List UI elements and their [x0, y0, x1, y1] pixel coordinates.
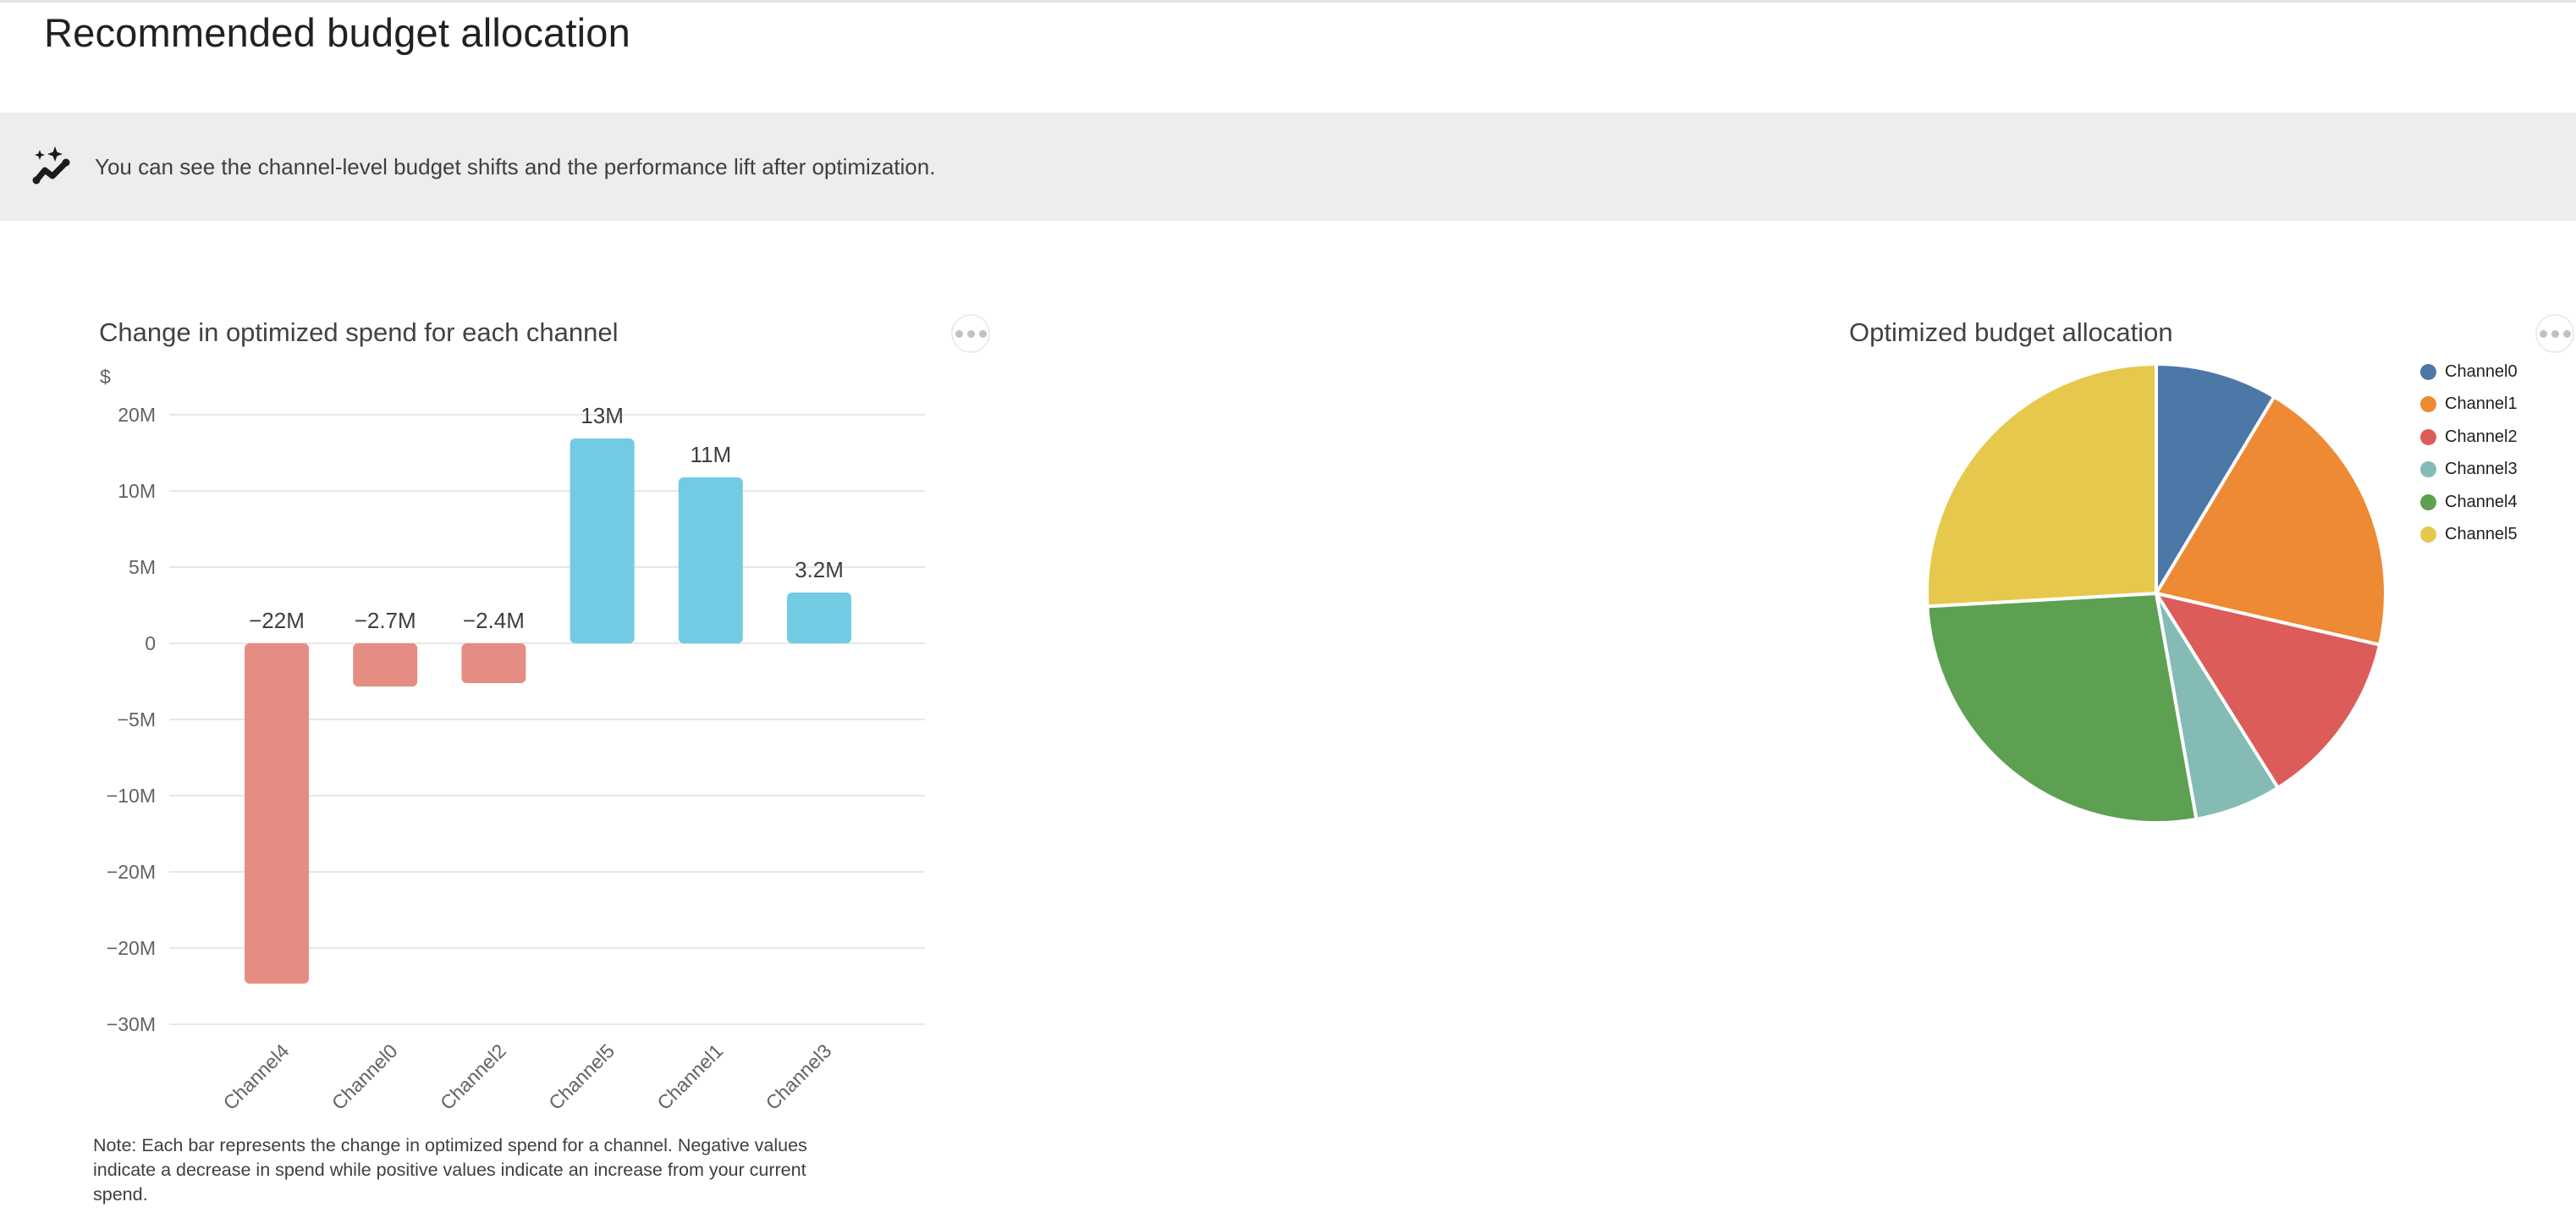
legend-label: Channel2 [2445, 427, 2518, 446]
legend-swatch-icon [2420, 428, 2436, 445]
legend-item-channel3: Channel3 [2420, 460, 2518, 480]
dot-icon [2562, 329, 2571, 338]
dot-icon [2551, 329, 2559, 338]
y-tick-label: 5M [129, 556, 156, 578]
auto-graph-icon [32, 146, 71, 187]
page-title: Recommended budget allocation [44, 10, 630, 55]
bar-value-label: −22M [249, 608, 305, 633]
bar-channel5 [570, 438, 635, 643]
pie-slice-channel3 [2155, 592, 2280, 821]
y-tick-label: −20M [107, 861, 156, 883]
dot-icon [978, 329, 987, 338]
legend-swatch-icon [2420, 527, 2436, 543]
info-banner: You can see the channel-level budget shi… [0, 113, 2576, 221]
x-tick-label: Channel0 [328, 1039, 402, 1114]
y-tick-label: 0 [145, 632, 156, 654]
dot-icon [2539, 329, 2547, 338]
dot-icon [966, 329, 975, 338]
legend-swatch-icon [2420, 461, 2436, 477]
x-tick-label: Channel2 [436, 1039, 510, 1114]
x-tick-label: Channel5 [544, 1039, 619, 1114]
bar-channel3 [787, 593, 851, 643]
bar-channel0 [353, 643, 418, 686]
legend-label: Channel4 [2445, 492, 2518, 511]
pie-slice-channel0 [2155, 362, 2276, 595]
legend-swatch-icon [2420, 363, 2436, 380]
pie-slice-channel4 [1925, 592, 2199, 824]
bar-value-label: −2.7M [355, 608, 416, 633]
x-tick-label: Channel1 [652, 1039, 727, 1114]
legend-item-channel2: Channel2 [2420, 427, 2518, 447]
bar-chart-note: Note: Each bar represents the change in … [93, 1135, 807, 1205]
y-tick-label: −10M [107, 785, 156, 807]
bar-value-label: 3.2M [795, 557, 844, 582]
pie-slice-channel2 [2155, 592, 2382, 790]
legend-item-channel1: Channel1 [2420, 394, 2518, 415]
legend-label: Channel1 [2445, 394, 2518, 413]
pie-slice-channel1 [2155, 394, 2387, 647]
legend-item-channel4: Channel4 [2420, 492, 2518, 512]
y-tick-label: 20M [118, 404, 156, 426]
pie-chart-more-options-button[interactable] [2535, 314, 2574, 353]
bar-value-label: 11M [690, 442, 731, 467]
x-tick-label: Channel4 [219, 1039, 294, 1114]
bar-value-label: 13M [581, 403, 624, 428]
legend-label: Channel0 [2445, 361, 2518, 381]
legend-swatch-icon [2420, 493, 2436, 510]
bar-channel4 [245, 643, 309, 984]
banner-text: You can see the channel-level budget shi… [95, 153, 936, 179]
bar-chart-title: Change in optimized spend for each chann… [99, 317, 619, 347]
legend-swatch-icon [2420, 396, 2436, 412]
dot-icon [955, 329, 963, 338]
pie-chart-title: Optimized budget allocation [1849, 317, 2173, 347]
y-tick-label: −5M [118, 708, 156, 731]
pie-slice-channel5 [1925, 362, 2158, 609]
y-tick-label: −30M [107, 1013, 156, 1035]
legend-label: Channel3 [2445, 460, 2518, 478]
legend-item-channel0: Channel0 [2420, 361, 2518, 382]
bar-chart-more-options-button[interactable] [951, 314, 990, 353]
legend-label: Channel5 [2445, 525, 2518, 543]
x-tick-label: Channel3 [762, 1039, 836, 1114]
y-axis-title: $ [100, 366, 111, 388]
bar-value-label: −2.4M [463, 608, 525, 633]
bar-channel1 [678, 477, 743, 643]
pie-legend: Channel0 Channel1 Channel2 Channel3 Channel4… [2420, 361, 2518, 557]
legend-item-channel5: Channel5 [2420, 525, 2518, 545]
y-tick-label: −20M [107, 937, 156, 959]
bar-channel2 [461, 643, 526, 683]
y-tick-label: 10M [118, 480, 156, 502]
